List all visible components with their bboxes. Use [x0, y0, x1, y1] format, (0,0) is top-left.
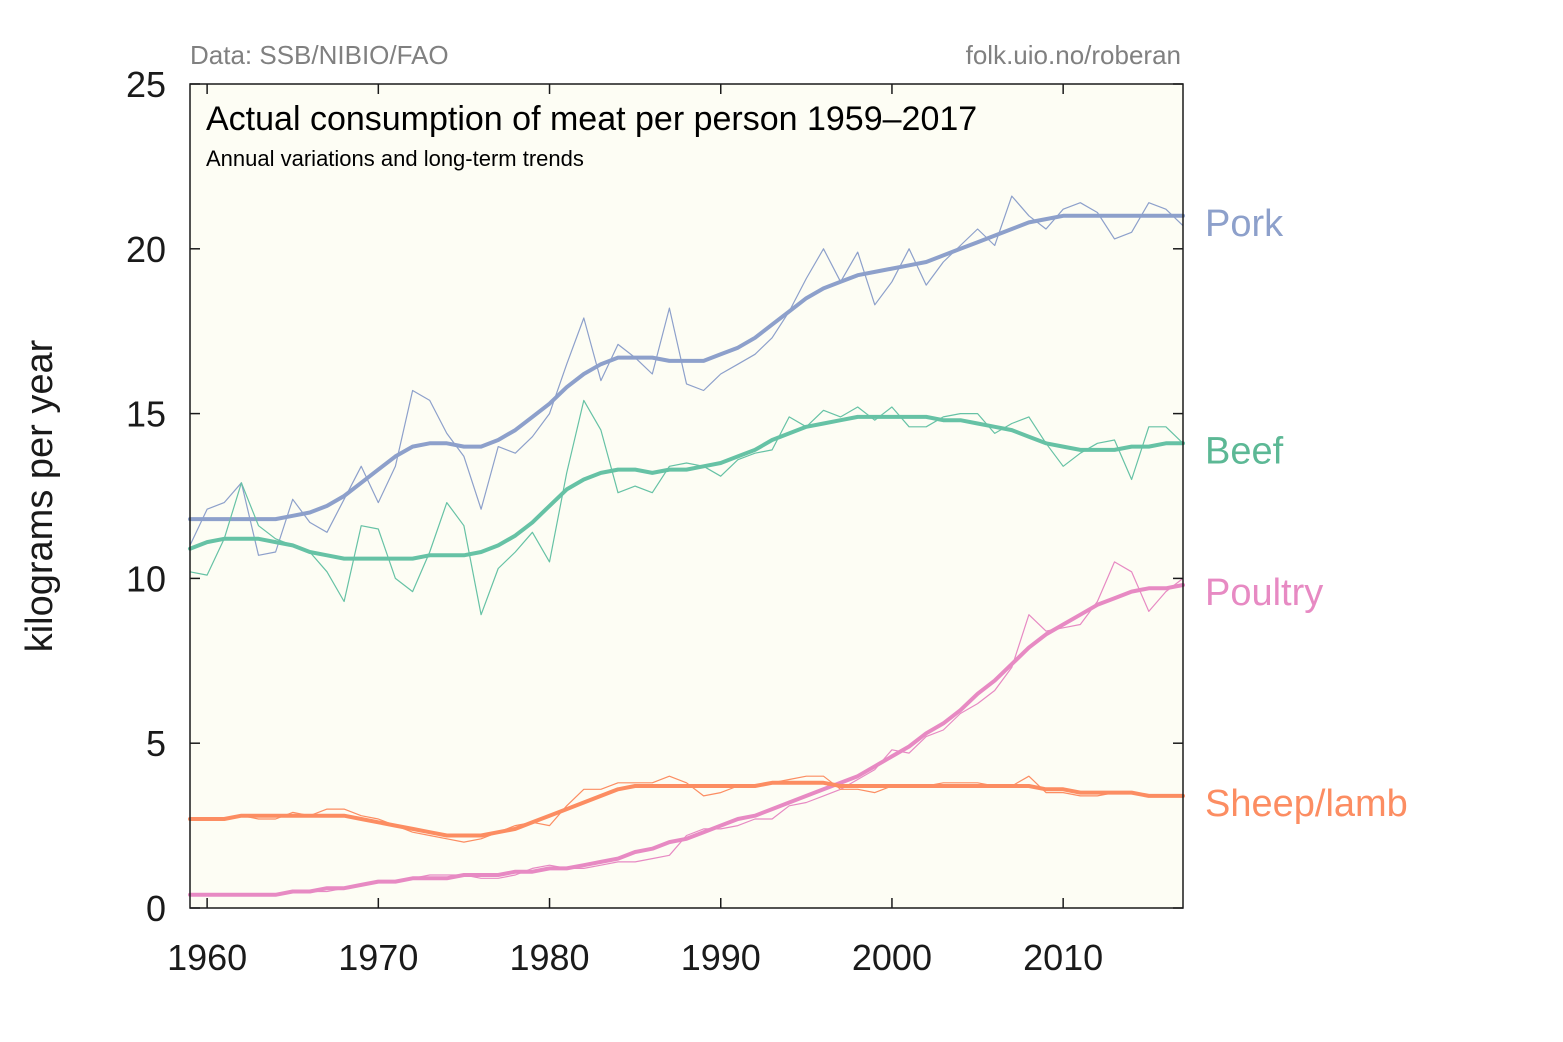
y-tick-label-0: 0	[146, 888, 166, 929]
series-label-beef: Beef	[1205, 430, 1284, 472]
series-sheep-lamb-trend-line	[188, 780, 1185, 838]
plot-background	[190, 84, 1183, 908]
y-tick-label-10: 10	[126, 558, 166, 599]
x-tick-label-2000: 2000	[852, 937, 932, 978]
series-pork-trend-line	[188, 213, 1185, 522]
x-tick-label-1980: 1980	[509, 937, 589, 978]
chart-subtitle: Annual variations and long-term trends	[206, 146, 584, 171]
chart-title: Actual consumption of meat per person 19…	[206, 100, 977, 138]
series-pork-annual-line	[189, 195, 1184, 556]
series-sheep-lamb-annual-line	[190, 775, 1183, 843]
series-beef-trend-line	[188, 414, 1185, 561]
series-layer	[188, 195, 1185, 897]
y-axis-label: kilograms per year	[19, 339, 61, 652]
series-poultry-trend-line	[188, 583, 1185, 897]
y-tick-label-5: 5	[146, 723, 166, 764]
x-tick-label-1960: 1960	[167, 937, 247, 978]
y-tick-label-25: 25	[126, 64, 166, 105]
source-right: folk.uio.no/roberan	[966, 40, 1181, 70]
series-label-poultry: Poultry	[1205, 572, 1323, 614]
series-beef-annual-line	[189, 399, 1184, 616]
series-label-pork: Pork	[1205, 203, 1284, 245]
y-tick-label-20: 20	[126, 229, 166, 270]
source-left: Data: SSB/NIBIO/FAO	[190, 40, 449, 70]
x-tick-label-1990: 1990	[681, 937, 761, 978]
x-tick-label-1970: 1970	[338, 937, 418, 978]
x-tick-label-2010: 2010	[1023, 937, 1103, 978]
y-tick-label-15: 15	[126, 394, 166, 435]
axis-layer: 1960 1970 1980 1990 2000 2010 0 5 10 15 20 25	[126, 64, 1183, 978]
series-label-sheep-lamb: Sheep/lamb	[1205, 783, 1408, 825]
plot-frame	[189, 83, 1184, 909]
series-label-layer: Pork Beef Poultry Sheep/lamb	[1205, 203, 1408, 825]
